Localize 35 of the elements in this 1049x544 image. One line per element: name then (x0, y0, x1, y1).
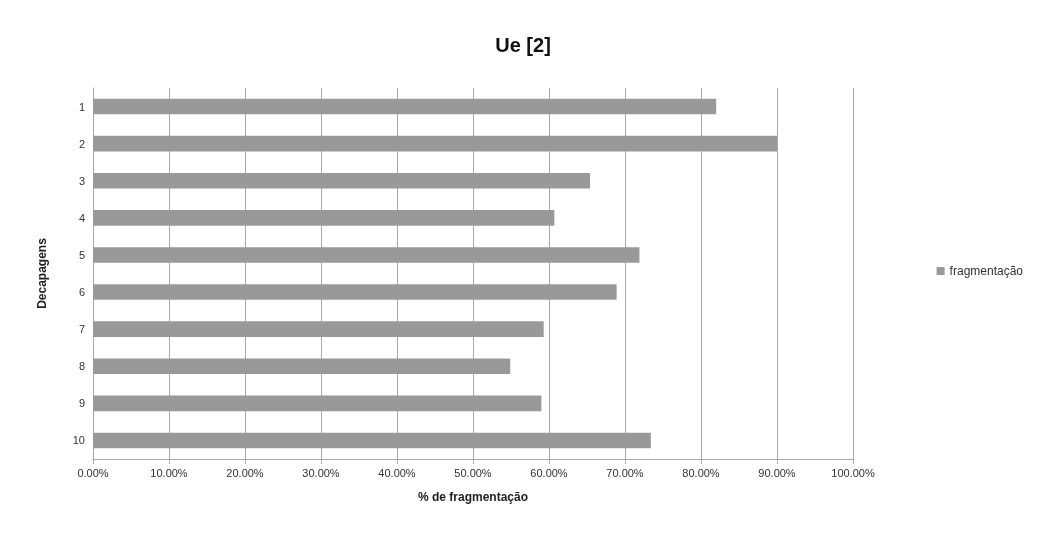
bar (93, 321, 544, 337)
x-tick-label: 20.00% (226, 466, 264, 479)
y-tick-label: 2 (78, 137, 85, 150)
chart-title: Ue [2] (495, 34, 551, 56)
bar (93, 98, 717, 115)
x-tick-label: 100.00% (831, 466, 875, 479)
bar (93, 172, 591, 189)
y-tick-label: 4 (78, 211, 85, 224)
y-tick-label: 7 (78, 323, 85, 336)
x-tick-label: 50.00% (454, 466, 492, 479)
x-axis-title: % de fragmentação (417, 490, 529, 504)
x-tick-label: 0.00% (77, 466, 109, 479)
x-tick-label: 30.00% (302, 466, 340, 479)
y-tick-label: 9 (78, 397, 85, 410)
bar (93, 247, 640, 263)
y-tick-label: 10 (72, 434, 85, 447)
y-tick-label: 5 (78, 248, 85, 261)
x-tick-label: 40.00% (378, 466, 416, 479)
x-tick-label: 90.00% (758, 466, 796, 479)
x-tick-label: 60.00% (530, 466, 568, 479)
bar (93, 210, 555, 226)
x-tick-label: 80.00% (682, 466, 720, 479)
bar (93, 432, 651, 449)
x-tick-label: 10.00% (150, 466, 188, 479)
y-tick-label: 1 (78, 100, 85, 113)
y-tick-label: 8 (78, 360, 85, 373)
legend-label: fragmentação (949, 264, 1024, 278)
bar (93, 135, 777, 152)
bar (93, 284, 617, 300)
y-axis-title: Decapagens (35, 237, 49, 309)
bar (93, 395, 542, 412)
y-tick-label: 3 (78, 174, 85, 187)
y-tick-label: 6 (78, 286, 85, 299)
x-tick-label: 70.00% (606, 466, 644, 479)
bar (93, 358, 511, 375)
